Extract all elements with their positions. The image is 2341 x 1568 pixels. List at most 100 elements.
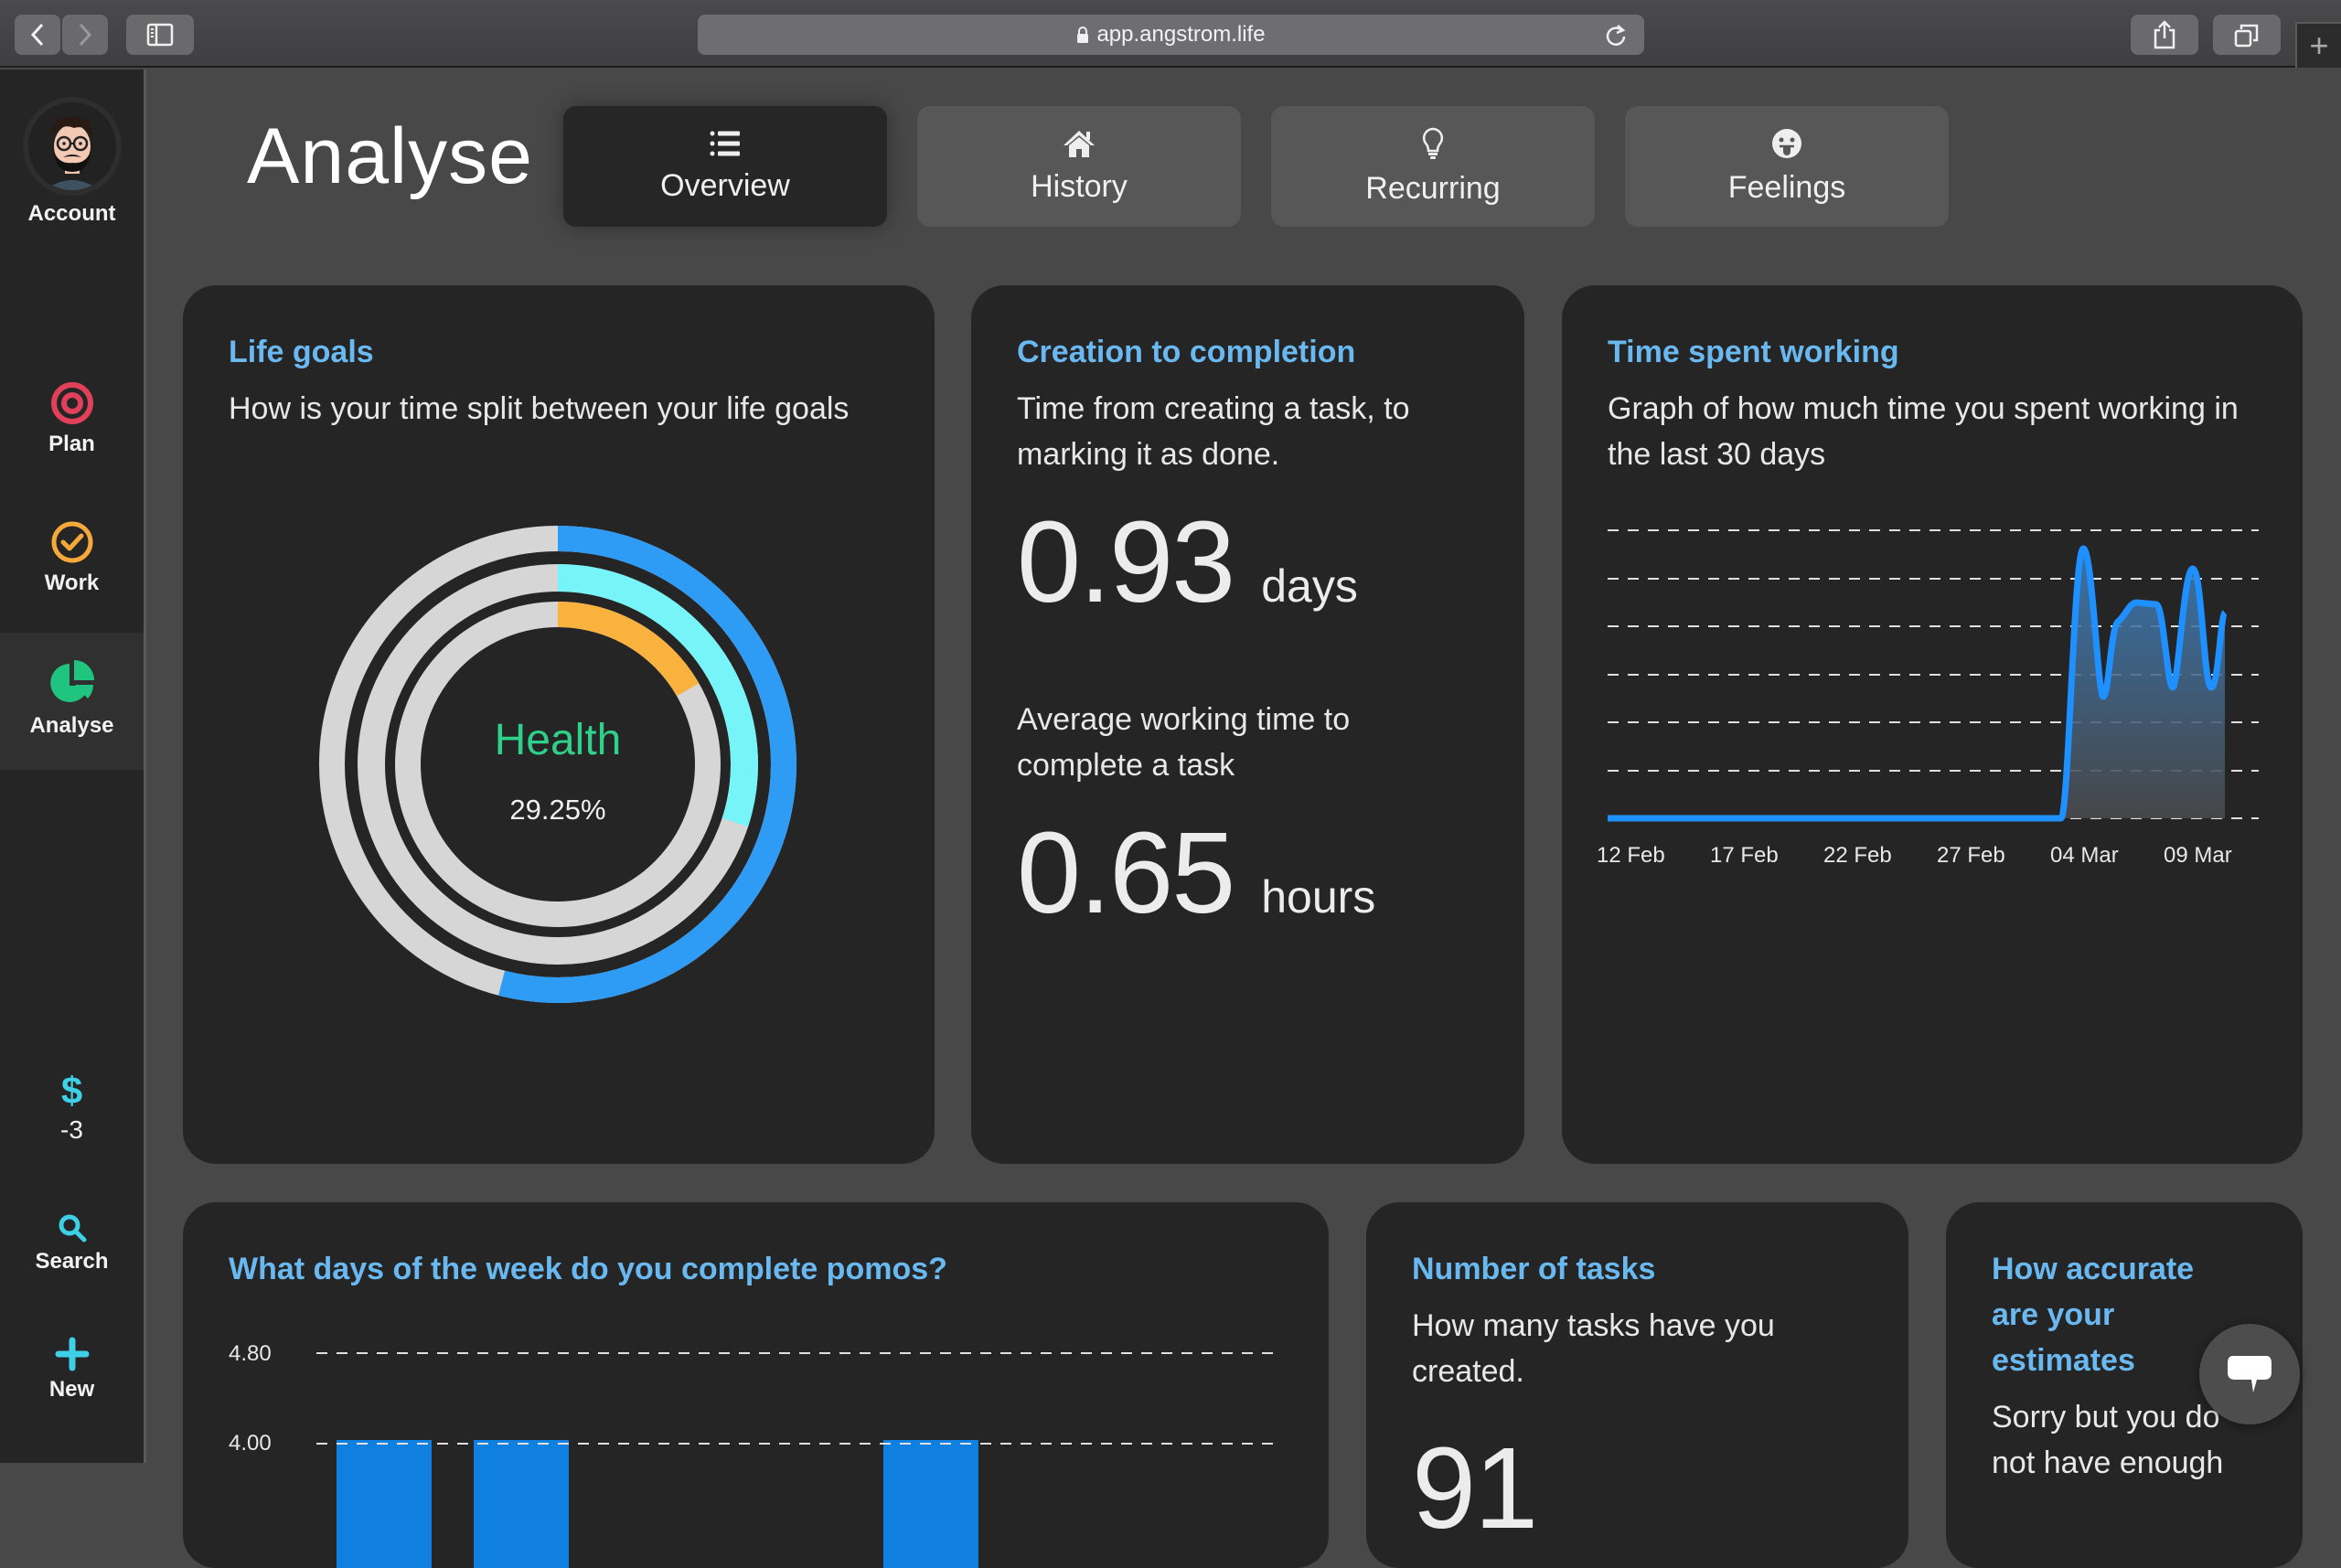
forward-button[interactable] (62, 15, 108, 55)
plus-icon: + (2309, 27, 2329, 64)
card-description: Graph of how much time you spent working… (1608, 391, 2239, 472)
tab-overview[interactable]: Overview (563, 106, 887, 227)
check-circle-icon (51, 521, 92, 563)
card-description-2: Average working time to complete a task (1017, 702, 1351, 783)
new-tab-button[interactable]: + (2295, 22, 2341, 68)
donut-center-label: Health (494, 716, 622, 764)
account-label: Account (27, 201, 116, 226)
back-button[interactable] (15, 15, 60, 55)
tab-feelings-label: Feelings (1727, 169, 1846, 205)
lock-icon (1077, 27, 1089, 43)
sidebar-item-search[interactable]: Search (0, 1212, 144, 1275)
days-value: 0.93 (1017, 497, 1235, 626)
chat-button[interactable] (2199, 1324, 2300, 1424)
sidebar-item-analyse[interactable]: Analyse (0, 633, 144, 770)
hours-value: 0.65 (1017, 808, 1235, 937)
sidebar-item-new[interactable]: New (0, 1337, 144, 1403)
card-description: Time from creating a task, to marking it… (1017, 391, 1410, 472)
life-goals-donut-chart[interactable] (311, 517, 805, 1011)
x-tick: 04 Mar (2050, 843, 2119, 868)
search-label: Search (35, 1249, 109, 1274)
sidebar-item-account[interactable]: Account (0, 97, 144, 227)
sidebar-item-plan[interactable]: Plan (0, 380, 144, 508)
creation-to-completion-card: Creation to completion Time from creatin… (971, 285, 1524, 1164)
pomos-bar-chart[interactable] (183, 1330, 1329, 1568)
new-label: New (48, 1377, 95, 1402)
days-unit: days (1261, 560, 1358, 612)
card-title: Number of tasks (1412, 1252, 1656, 1286)
card-title: What days of the week do you complete po… (229, 1252, 947, 1286)
search-icon (59, 1214, 86, 1243)
url-text: app.angstrom.life (1096, 22, 1266, 47)
bar[interactable] (337, 1440, 432, 1568)
time-spent-line-chart[interactable] (1562, 514, 2303, 898)
sidebar-item-work[interactable]: Work (0, 519, 144, 647)
bar[interactable] (474, 1440, 569, 1568)
card-title: Time spent working (1608, 335, 1899, 369)
tabs-overview-button[interactable] (2213, 15, 2281, 55)
inner-ring-segment[interactable] (395, 602, 721, 927)
sidebar: Account Plan Work Analyse $ -3 Search Ne… (0, 69, 146, 1463)
tab-overview-label: Overview (660, 167, 790, 203)
dollar-icon: $ (60, 1069, 83, 1112)
hours-unit: hours (1261, 871, 1376, 923)
list-icon (710, 131, 740, 155)
series-line (1608, 545, 2229, 822)
x-tick: 27 Feb (1937, 843, 2005, 868)
card-title: Creation to completion (1017, 335, 1356, 369)
x-tick: 12 Feb (1597, 843, 1665, 868)
browser-toolbar: app.angstrom.life + (0, 0, 2341, 68)
card-description: How many tasks have you created. (1412, 1308, 1775, 1389)
plus-icon (55, 1337, 89, 1371)
pomos-weekday-card: What days of the week do you complete po… (183, 1202, 1329, 1568)
avatar (22, 97, 122, 196)
balance-value: -3 (60, 1115, 83, 1144)
share-button[interactable] (2131, 15, 2198, 55)
tasks-count: 91 (1412, 1424, 1538, 1552)
x-tick: 17 Feb (1710, 843, 1779, 868)
card-title: How accurate are your estimates (1992, 1252, 2195, 1378)
tab-recurring-label: Recurring (1365, 170, 1501, 206)
x-axis: 12 Feb 17 Feb 22 Feb 27 Feb 04 Mar 09 Ma… (1562, 843, 2303, 880)
tab-recurring[interactable]: Recurring (1271, 106, 1595, 227)
x-tick: 22 Feb (1823, 843, 1892, 868)
tongue-face-icon (1772, 128, 1801, 158)
tab-history[interactable]: History (917, 106, 1241, 227)
tabs-icon (2234, 24, 2259, 48)
reload-icon[interactable] (1604, 22, 1628, 48)
tab-history-label: History (1031, 168, 1128, 204)
card-title: Life goals (229, 335, 374, 369)
address-bar[interactable]: app.angstrom.life (698, 15, 1644, 55)
x-tick: 09 Mar (2164, 843, 2232, 868)
middle-ring-segment[interactable] (358, 564, 758, 965)
card-description: How is your time split between your life… (229, 391, 850, 426)
share-icon (2154, 20, 2175, 49)
number-of-tasks-card: Number of tasks How many tasks have you … (1366, 1202, 1908, 1568)
chevron-right-icon (79, 23, 92, 47)
y-tick: 4.80 (229, 1341, 272, 1366)
sidebar-item-balance[interactable]: $ -3 (0, 1072, 144, 1145)
sidebar-icon (146, 23, 174, 47)
analyse-label: Analyse (29, 713, 114, 738)
bar[interactable] (883, 1440, 978, 1568)
gridlines (316, 1352, 1275, 1445)
tab-feelings[interactable]: Feelings (1625, 106, 1949, 227)
donut-center-value: 29.25% (509, 794, 606, 826)
pie-chart-icon (49, 660, 94, 702)
sidebar-toggle-button[interactable] (126, 15, 194, 55)
y-tick: 4.00 (229, 1431, 272, 1456)
lightbulb-icon (1422, 127, 1444, 159)
chevron-left-icon (30, 23, 44, 47)
target-icon (50, 382, 93, 424)
page-title: Analyse (247, 112, 533, 200)
life-goals-card: Life goals How is your time split betwee… (183, 285, 935, 1164)
chat-bubble-icon (2228, 1356, 2272, 1392)
plan-label: Plan (48, 432, 95, 456)
work-label: Work (44, 571, 100, 595)
avg-working-hours: 0.65 hours (1017, 816, 1375, 931)
time-spent-working-card: Time spent working Graph of how much tim… (1562, 285, 2303, 1164)
avatar-illustration-icon (27, 102, 116, 190)
avg-completion-days: 0.93 days (1017, 505, 1358, 620)
outer-ring-segment[interactable] (319, 526, 796, 1003)
home-icon (1064, 130, 1095, 157)
